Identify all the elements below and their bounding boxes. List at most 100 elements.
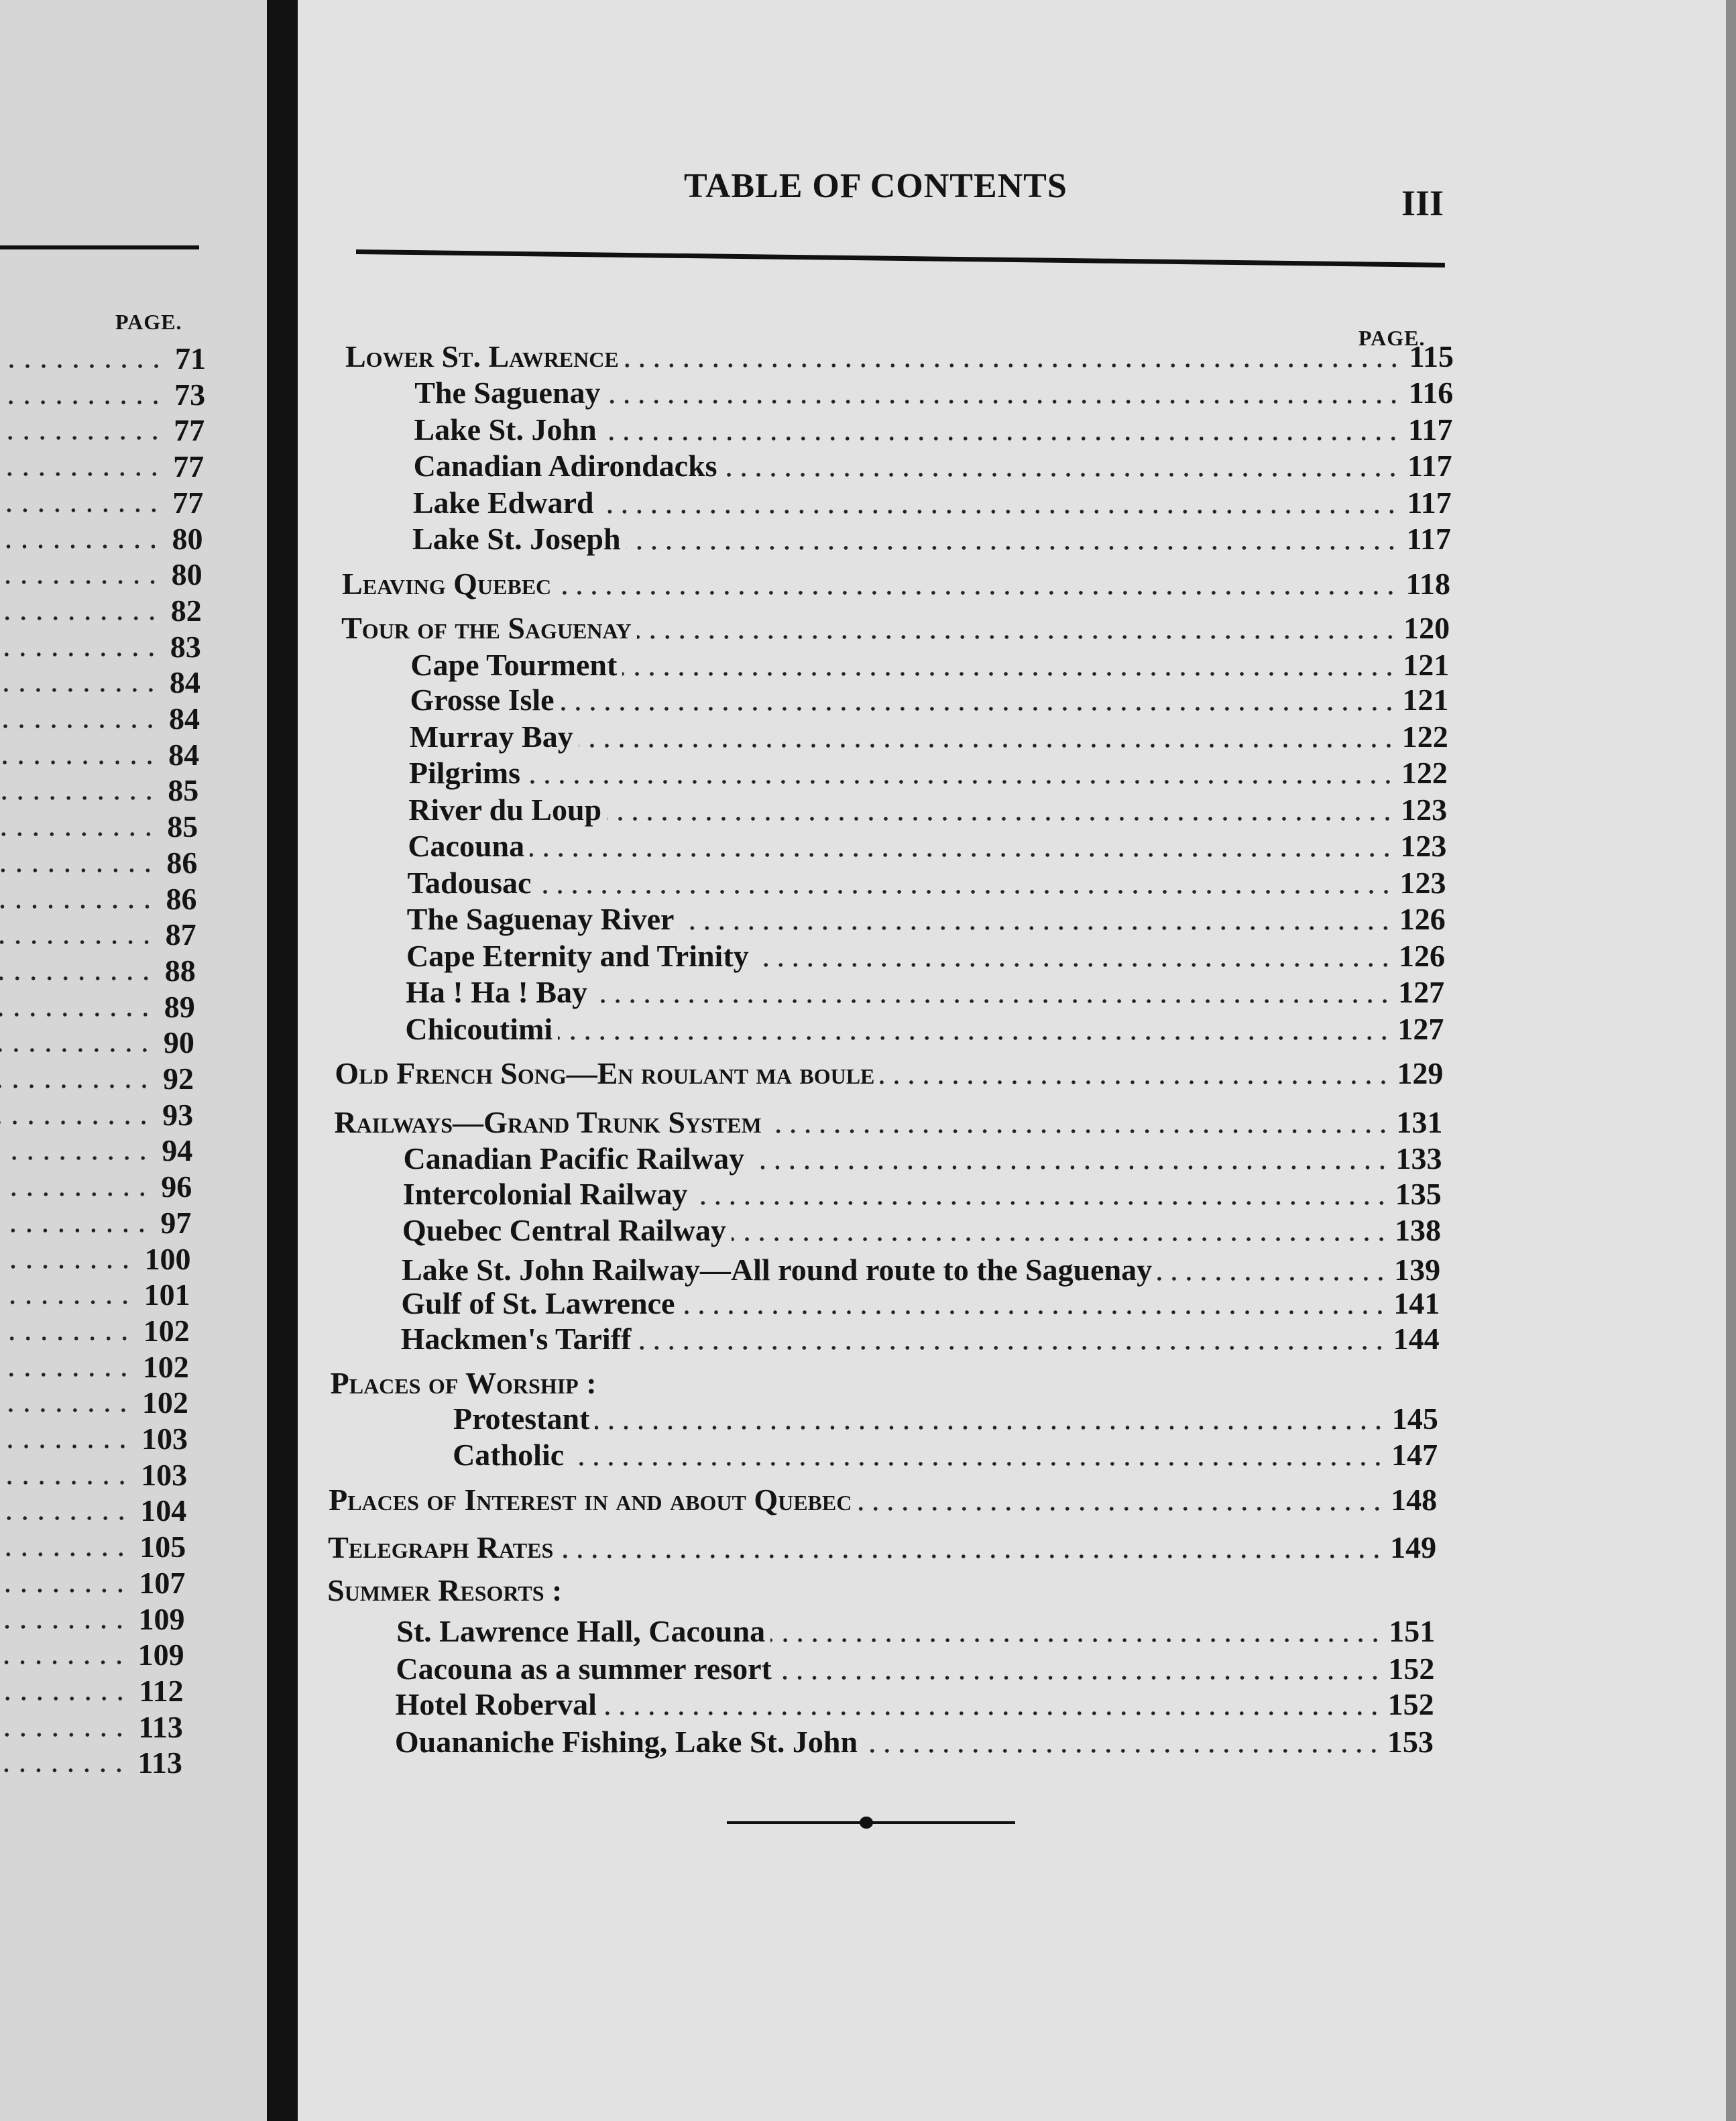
toc-entry-title: Lake Edward	[412, 485, 594, 520]
dot-leader	[0, 1768, 127, 1774]
left-toc-row: 109	[0, 1601, 185, 1638]
toc-entry: Hackmen's Tariff 144	[401, 1321, 1440, 1359]
toc-entry: Cacouna 123	[408, 828, 1446, 866]
left-page-ref: 83	[170, 629, 201, 664]
left-page-ref: 77	[172, 485, 204, 520]
toc-page-ref: 131	[1396, 1105, 1443, 1139]
dot-leader	[1157, 1275, 1389, 1281]
left-page: PAGE. 71 73 77 77 77 80 80 82 83 84 84 84 85 85 86 86 87…	[0, 0, 268, 2121]
left-toc-row: 113	[0, 1709, 183, 1745]
dot-leader	[557, 589, 1399, 595]
left-page-ref: 92	[163, 1062, 194, 1096]
dot-leader	[0, 1335, 133, 1341]
toc-entry: The Saguenay 116	[414, 375, 1453, 412]
toc-entry-title: Hackmen's Tariff	[400, 1321, 632, 1356]
dot-leader	[601, 435, 1401, 441]
dot-leader	[0, 1263, 134, 1269]
toc-entry: Tadousac 123	[408, 865, 1446, 903]
left-page-ref: 105	[139, 1530, 186, 1564]
toc-entry-title: Canadian Adirondacks	[413, 449, 717, 483]
toc-page-ref: 144	[1393, 1321, 1440, 1356]
left-page-ref: 103	[141, 1422, 188, 1456]
ornament-dot	[860, 1817, 873, 1829]
dot-leader	[776, 1675, 1383, 1681]
toc-page-ref: 116	[1408, 376, 1454, 410]
dot-leader	[0, 687, 159, 693]
left-toc-row: 73	[0, 377, 205, 413]
toc-entry: Cape Eternity and Trinity 126	[406, 938, 1445, 976]
toc-entry-title: St. Lawrence Hall, Cacouna	[396, 1613, 766, 1648]
left-toc-row: 94	[0, 1133, 192, 1169]
toc-page-ref: 129	[1397, 1056, 1444, 1091]
toc-page-ref: 152	[1388, 1652, 1435, 1686]
left-toc-row: 84	[0, 737, 199, 773]
left-toc-row: 90	[0, 1025, 194, 1061]
toc-entry-title: Cacouna as a summer resort	[396, 1652, 772, 1686]
left-page-ref: 102	[141, 1385, 188, 1420]
dot-leader	[0, 939, 155, 945]
left-page-ref: 96	[161, 1169, 192, 1204]
toc-entry-title: Summer Resorts :	[327, 1573, 563, 1608]
toc-entry: Places of Worship :	[331, 1365, 1439, 1403]
dot-leader	[526, 779, 1395, 785]
left-page-ref: 97	[160, 1205, 192, 1240]
left-toc-row: 102	[0, 1385, 188, 1421]
dot-leader	[0, 975, 154, 981]
left-header-rule	[0, 245, 199, 249]
left-toc-row: 84	[0, 701, 200, 737]
toc-page-ref: 117	[1406, 522, 1452, 557]
dot-leader	[559, 1553, 1385, 1559]
left-page-ref: 104	[140, 1493, 187, 1528]
dot-leader	[636, 634, 1398, 640]
left-page-ref: 86	[166, 845, 198, 880]
left-page-ref: 85	[167, 809, 198, 844]
toc-entry-title: Catholic	[453, 1438, 565, 1473]
dot-leader	[754, 962, 1393, 968]
toc-page-ref: 135	[1395, 1176, 1442, 1211]
left-toc-row: 103	[0, 1457, 187, 1493]
left-page-column-header: PAGE.	[115, 310, 182, 334]
dot-leader	[0, 1408, 131, 1414]
toc-entry-title: Leaving Quebec	[342, 566, 552, 601]
toc-page-ref: 139	[1394, 1252, 1441, 1287]
left-page-ref: 73	[174, 377, 206, 412]
toc-entry-title: River du Loup	[408, 792, 602, 827]
dot-leader	[766, 1129, 1391, 1134]
dot-leader	[731, 1237, 1389, 1243]
dot-leader	[0, 1192, 151, 1198]
dot-leader	[679, 925, 1393, 931]
dot-leader	[0, 867, 156, 873]
dot-leader	[722, 472, 1400, 478]
roman-page-number: III	[1401, 183, 1444, 223]
toc-page-ref: 138	[1394, 1213, 1441, 1248]
dot-leader	[0, 1155, 152, 1161]
left-page-ref: 89	[164, 989, 195, 1024]
dot-leader	[0, 471, 163, 477]
toc-entry: Quebec Central Railway 138	[402, 1212, 1441, 1250]
toc-entry: Gulf of St. Lawrence 141	[401, 1285, 1440, 1323]
dot-leader	[0, 1047, 153, 1053]
toc-page-ref: 121	[1403, 647, 1450, 682]
dot-leader	[0, 651, 160, 657]
left-toc-row: 77	[0, 412, 205, 449]
toc-page-ref: 118	[1405, 566, 1451, 601]
dot-leader	[0, 1011, 154, 1017]
dot-leader	[880, 1080, 1391, 1086]
dot-leader	[0, 435, 164, 441]
dot-leader	[0, 1371, 132, 1377]
left-toc-row: 89	[0, 989, 195, 1025]
toc-entry: Protestant 145	[453, 1401, 1438, 1438]
left-page-ref: 85	[168, 773, 199, 808]
toc-page-ref: 117	[1407, 412, 1453, 447]
left-page-ref: 80	[171, 557, 202, 592]
toc-page-ref: 141	[1393, 1286, 1440, 1321]
toc-entry: Cape Tourment 121	[410, 647, 1449, 685]
left-page-ref: 77	[173, 449, 205, 484]
dot-leader	[863, 1748, 1381, 1754]
dot-leader	[605, 399, 1401, 405]
dot-leader	[0, 615, 160, 621]
left-page-ref: 93	[162, 1097, 194, 1132]
left-toc-row: 86	[0, 845, 197, 881]
left-toc-row: 82	[0, 593, 202, 629]
dot-leader	[595, 1424, 1386, 1430]
